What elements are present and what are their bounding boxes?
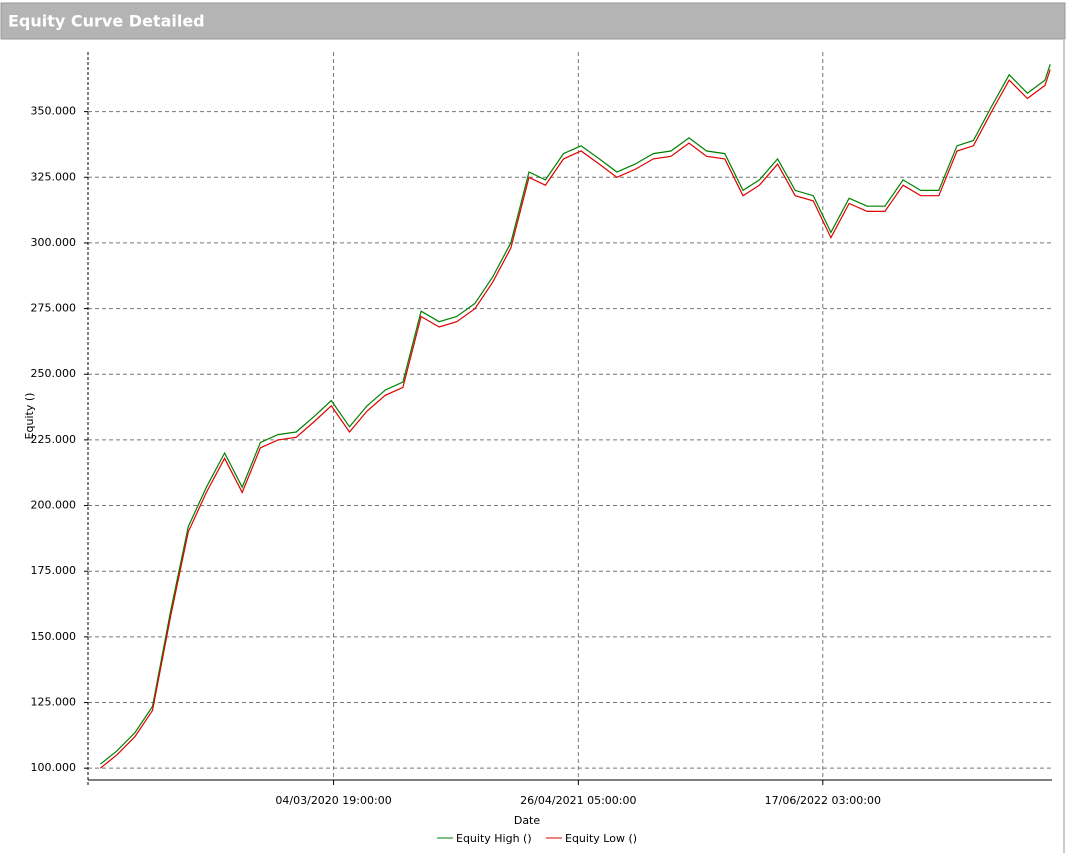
- chart-title: Equity Curve Detailed: [8, 12, 205, 31]
- equity-line: [99, 64, 1051, 765]
- y-tick-label: 350.000: [31, 105, 77, 118]
- x-tick-label: 17/06/2022 03:00:00: [765, 794, 881, 807]
- y-tick-label: 150.000: [31, 630, 77, 643]
- legend-label: Equity High (): [456, 832, 532, 845]
- y-tick-label: 250.000: [31, 367, 77, 380]
- title-bar: [0, 2, 1066, 40]
- y-tick-label: 325.000: [31, 170, 77, 183]
- x-axis-label: Date: [514, 814, 541, 827]
- x-tick-label: 04/03/2020 19:00:00: [275, 794, 391, 807]
- y-tick-label: 175.000: [31, 564, 77, 577]
- x-tick-label: 26/04/2021 05:00:00: [520, 794, 636, 807]
- y-tick-label: 100.000: [31, 761, 77, 774]
- equity-line: [99, 69, 1051, 769]
- legend-label: Equity Low (): [565, 832, 637, 845]
- y-tick-label: 300.000: [31, 236, 77, 249]
- y-tick-label: 125.000: [31, 696, 77, 709]
- y-tick-label: 200.000: [31, 499, 77, 512]
- y-tick-label: 225.000: [31, 433, 77, 446]
- y-tick-label: 275.000: [31, 302, 77, 315]
- y-axis-label: Equity (): [23, 393, 36, 440]
